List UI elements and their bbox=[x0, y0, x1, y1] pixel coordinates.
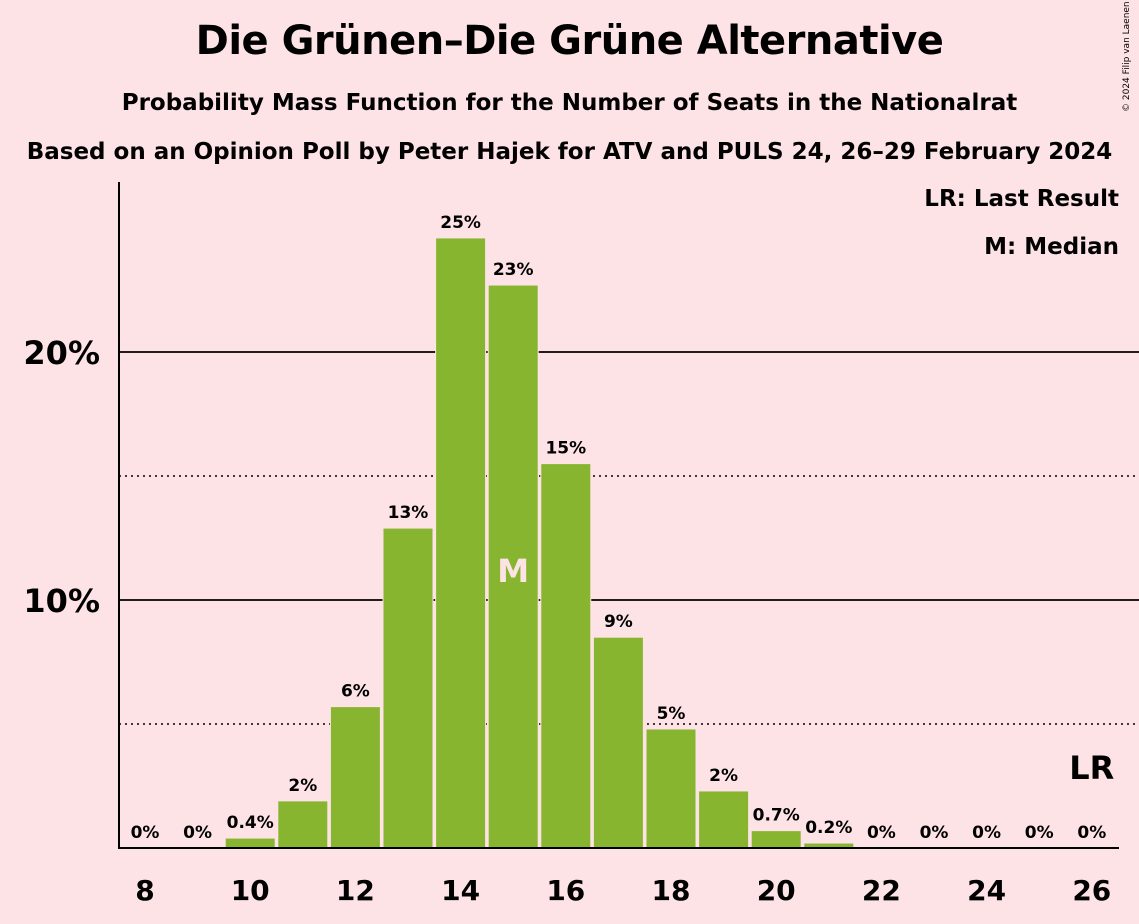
y-tick-label: 10% bbox=[23, 582, 100, 620]
chart-title: Die Grünen–Die Grüne Alternative bbox=[195, 18, 944, 64]
bar-value-label: 23% bbox=[493, 260, 534, 280]
bar-value-label: 0% bbox=[1025, 823, 1054, 843]
bar-value-label: 0.7% bbox=[753, 806, 800, 826]
last-result-marker: LR bbox=[1069, 749, 1114, 787]
x-tick-label: 10 bbox=[231, 874, 270, 907]
median-marker: M bbox=[497, 552, 529, 590]
x-tick-label: 16 bbox=[546, 874, 585, 907]
y-tick-label: 20% bbox=[23, 334, 100, 372]
bar-value-label: 0.2% bbox=[805, 818, 852, 838]
bar-value-label: 2% bbox=[709, 766, 738, 786]
x-tick-label: 8 bbox=[135, 874, 154, 907]
bar-seats-19 bbox=[698, 790, 750, 849]
bar-seats-13 bbox=[382, 527, 434, 849]
bar-value-label: 0% bbox=[183, 823, 212, 843]
bar-value-label: 0% bbox=[920, 823, 949, 843]
bar-seats-12 bbox=[329, 706, 381, 849]
x-tick-label: 24 bbox=[967, 874, 1006, 907]
bar-seats-17 bbox=[592, 636, 644, 849]
x-tick-label: 22 bbox=[862, 874, 901, 907]
bar-value-label: 0.4% bbox=[227, 813, 274, 833]
x-tick-label: 20 bbox=[757, 874, 796, 907]
x-tick-label: 26 bbox=[1072, 874, 1111, 907]
bar-seats-20 bbox=[750, 830, 802, 849]
legend-median: M: Median bbox=[984, 234, 1119, 260]
x-tick-label: 12 bbox=[336, 874, 375, 907]
bar-seats-14 bbox=[435, 237, 487, 849]
bar-value-label: 2% bbox=[288, 776, 317, 796]
bar-value-label: 6% bbox=[341, 682, 370, 702]
bar-seats-10 bbox=[224, 837, 276, 849]
chart-source: Based on an Opinion Poll by Peter Hajek … bbox=[26, 139, 1113, 165]
x-tick-label: 18 bbox=[652, 874, 691, 907]
bar-seats-11 bbox=[277, 800, 329, 849]
bar-value-label: 0% bbox=[867, 823, 896, 843]
bar-value-label: 0% bbox=[131, 823, 160, 843]
bar-value-label: 0% bbox=[972, 823, 1001, 843]
bar-value-label: 15% bbox=[545, 439, 586, 459]
bar-seats-16 bbox=[540, 463, 592, 849]
legend-last-result: LR: Last Result bbox=[924, 186, 1119, 212]
bar-value-label: 25% bbox=[440, 213, 481, 233]
x-tick-label: 14 bbox=[441, 874, 480, 907]
bar-value-label: 13% bbox=[388, 503, 429, 523]
bar-value-label: 0% bbox=[1077, 823, 1106, 843]
bar-value-label: 9% bbox=[604, 612, 633, 632]
bar-value-label: 5% bbox=[657, 704, 686, 724]
bar-seats-18 bbox=[645, 728, 697, 849]
bar-seats-15 bbox=[487, 284, 539, 849]
chart-subtitle: Probability Mass Function for the Number… bbox=[121, 90, 1018, 116]
